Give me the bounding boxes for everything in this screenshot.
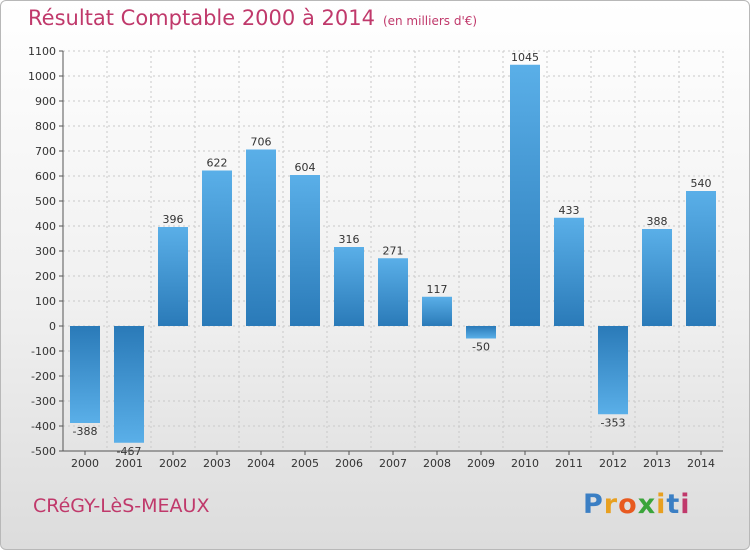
bars: -388-467396622706604316271117-501045433-… bbox=[70, 51, 716, 458]
x-tick-label: 2009 bbox=[467, 457, 495, 470]
bar-value-label: 316 bbox=[339, 233, 360, 246]
y-tick-label: 900 bbox=[35, 95, 56, 108]
x-tick-label: 2000 bbox=[71, 457, 99, 470]
y-tick-label: 100 bbox=[35, 295, 56, 308]
bar-value-label: -353 bbox=[601, 416, 626, 429]
bar bbox=[70, 326, 100, 423]
y-tick-label: -400 bbox=[31, 420, 56, 433]
y-tick-label: 500 bbox=[35, 195, 56, 208]
bar bbox=[510, 64, 540, 326]
y-tick-label: 1100 bbox=[28, 45, 56, 58]
y-tick-label: 200 bbox=[35, 270, 56, 283]
logo-letter: i bbox=[680, 489, 691, 520]
x-tick-label: 2014 bbox=[687, 457, 715, 470]
bar-value-label: 706 bbox=[251, 136, 272, 149]
y-tick-label: -100 bbox=[31, 345, 56, 358]
x-tick-label: 2004 bbox=[247, 457, 275, 470]
axes: -500 -400 -300 -200 -100 0 100 200 300 400 500 600 7… bbox=[28, 45, 723, 470]
x-tick-label: 2002 bbox=[159, 457, 187, 470]
logo-letter: i bbox=[656, 489, 667, 520]
bar bbox=[642, 229, 672, 326]
x-tick-label: 2008 bbox=[423, 457, 451, 470]
logo-letter: r bbox=[603, 489, 619, 520]
bar bbox=[290, 175, 320, 326]
x-tick-label: 2003 bbox=[203, 457, 231, 470]
bar bbox=[334, 247, 364, 326]
x-tick-label: 2007 bbox=[379, 457, 407, 470]
logo-letter: x bbox=[637, 489, 657, 520]
y-tick-label: 300 bbox=[35, 245, 56, 258]
chart-subtitle: (en milliers d'€) bbox=[382, 14, 478, 28]
bar bbox=[246, 149, 276, 326]
y-tick-label: 1000 bbox=[28, 70, 56, 83]
chart-title-text: Résultat Comptable 2000 à 2014 bbox=[28, 6, 375, 30]
bar-value-label: 396 bbox=[163, 213, 184, 226]
x-tick-label: 2006 bbox=[335, 457, 363, 470]
bar-value-label: 433 bbox=[559, 204, 580, 217]
logo-letter: P bbox=[583, 489, 604, 520]
chart-title: Résultat Comptable 2000 à 2014 (en millie… bbox=[28, 6, 477, 30]
bar-value-label: -50 bbox=[472, 341, 490, 354]
bar-value-label: -388 bbox=[73, 425, 98, 438]
bar-value-label: 540 bbox=[691, 177, 712, 190]
bar-value-label: 117 bbox=[427, 283, 448, 296]
bar bbox=[686, 191, 716, 326]
bar bbox=[466, 326, 496, 339]
bar bbox=[158, 227, 188, 326]
x-tick-label: 2010 bbox=[511, 457, 539, 470]
x-tick-label: 2013 bbox=[643, 457, 671, 470]
bar bbox=[378, 258, 408, 326]
bar bbox=[114, 326, 144, 443]
x-tick-label: 2001 bbox=[115, 457, 143, 470]
y-tick-label: 600 bbox=[35, 170, 56, 183]
bar bbox=[422, 296, 452, 326]
y-tick-label: 400 bbox=[35, 220, 56, 233]
logo-letter: o bbox=[618, 489, 638, 520]
y-tick-label: 700 bbox=[35, 145, 56, 158]
bar-value-label: 1045 bbox=[511, 51, 539, 64]
bar-value-label: 622 bbox=[207, 157, 228, 170]
bar-value-label: 604 bbox=[295, 161, 316, 174]
x-tick-label: 2011 bbox=[555, 457, 583, 470]
y-tick-label: 0 bbox=[49, 320, 56, 333]
y-tick-label: -300 bbox=[31, 395, 56, 408]
town-name: CRéGY-LèS-MEAUX bbox=[33, 495, 210, 517]
bar-value-label: 271 bbox=[383, 244, 404, 257]
logo-letter: t bbox=[666, 489, 681, 520]
y-tick-label: -200 bbox=[31, 370, 56, 383]
y-tick-label: 800 bbox=[35, 120, 56, 133]
bar bbox=[598, 326, 628, 415]
y-tick-label: -500 bbox=[31, 445, 56, 458]
proxiti-logo: Proxiti bbox=[583, 489, 691, 520]
x-tick-label: 2005 bbox=[291, 457, 319, 470]
x-tick-label: 2012 bbox=[599, 457, 627, 470]
bar bbox=[554, 217, 584, 326]
bar bbox=[202, 170, 232, 326]
bar-value-label: 388 bbox=[647, 215, 668, 228]
